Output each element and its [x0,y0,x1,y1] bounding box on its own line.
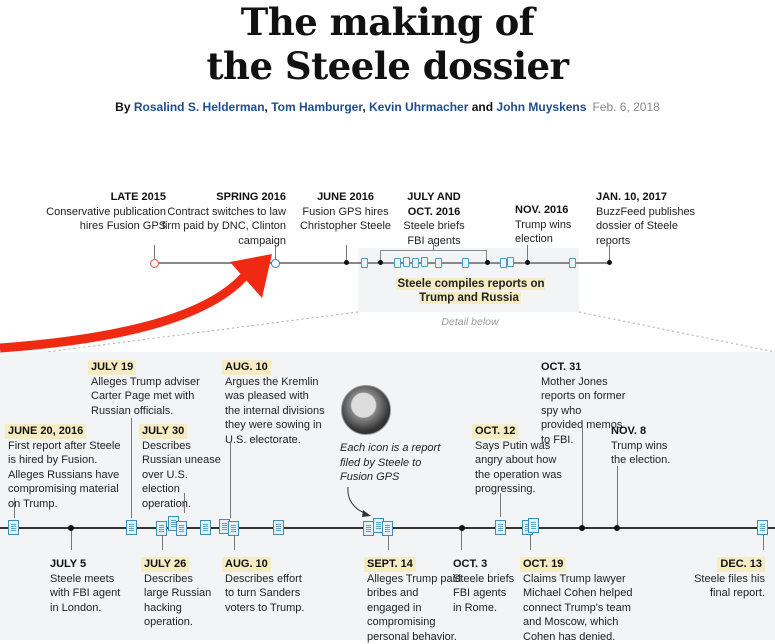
report-icon [500,258,507,268]
tick [154,245,155,259]
detail-event: JULY 26 Describes large Russian hacking o… [141,557,214,630]
detail-event: DEC. 13 Steele files his final report. [694,557,765,599]
detail-event: JUNE 20, 2016 First report after Steele i… [5,424,123,511]
report-icon [200,520,211,535]
report-icon [361,258,368,268]
event-marker-spring-2016 [271,259,280,268]
detail-event: OCT. 31 Mother Jones reports on former sp… [541,361,626,446]
detail-event: OCT. 3 Steele briefs FBI agents in Rome. [453,558,515,614]
note-arrow-icon [347,486,371,517]
report-icon [126,520,137,535]
report-icon [421,257,428,267]
event-dot [68,525,74,531]
red-arrow-icon [0,254,272,353]
event-dot [579,525,585,531]
page-title-line2: the Steele dossier [206,44,569,88]
event-dot [525,260,530,265]
report-icon [382,521,393,536]
tick [71,530,72,550]
event-dot [459,525,465,531]
report-icon [156,521,167,536]
tick [433,243,434,250]
detail-event: JULY 19 Alleges Trump adviser Carter Page… [88,360,201,418]
tick [131,418,132,518]
event-marker-late-2015 [150,259,159,268]
detail-event: SEPT. 14 Alleges Trump paid bribes and en… [364,557,462,644]
event-dot [378,260,383,265]
overview-event: NOV. 2016 Trump wins election [515,204,572,245]
bracket [380,250,487,262]
tick [275,245,276,259]
tick [530,535,531,550]
overview-event: JULY AND OCT. 2016 Steele briefs FBI agen… [403,191,465,247]
tick [461,530,462,550]
detail-event: OCT. 19 Claims Trump lawyer Michael Cohen… [520,557,633,644]
detail-event: JULY 5 Steele meets with FBI agent in Lon… [50,558,121,614]
report-icon [228,521,239,536]
author-link[interactable]: Kevin Uhrmacher [369,100,469,114]
overview-event: JAN. 10, 2017 BuzzFeed publishes dossier … [596,191,696,247]
report-icon [462,258,469,268]
event-dot [607,260,612,265]
event-dot [485,260,490,265]
tick [230,443,231,518]
tick [14,498,15,518]
overview-event: SPRING 2016 Contract switches to law firm… [161,191,286,247]
tick [617,466,618,528]
tick [763,535,764,550]
detail-event: JULY 30 Describes Russian unease over U.S… [139,424,227,511]
publish-date: Feb. 6, 2018 [592,100,660,114]
steele-photo [341,385,391,435]
report-icon [507,257,514,267]
byline: By Rosalind S. Helderman, Tom Hamburger,… [115,100,660,114]
tick [527,245,528,263]
report-icon [757,520,768,535]
author-link[interactable]: John Muyskens [496,100,587,114]
report-icon [394,258,401,268]
tick [500,493,501,517]
page-title: The making of [240,0,535,44]
detail-event: AUG. 10 Describes effort to turn Sanders … [222,557,305,615]
report-icon [176,521,187,536]
detail-event: OCT. 12 Says Putin was angry about how th… [472,424,565,497]
overview-event: LATE 2015 Conservative publication hires … [46,191,166,232]
event-dot [614,525,620,531]
report-icon [569,258,576,268]
report-icon [435,258,442,268]
tick [388,535,389,550]
overview-event: JUNE 2016 Fusion GPS hires Christopher St… [299,191,392,232]
compiles-label: Steele compiles reports on Trump and Rus… [395,278,545,304]
report-icon [273,520,284,535]
report-icon [412,258,419,268]
author-link[interactable]: Tom Hamburger [271,100,363,114]
report-icon [8,520,19,535]
detail-below-label: Detail below [441,316,499,328]
tick [582,428,583,528]
event-dot [344,260,349,265]
detail-event: NOV. 8 Trump wins the election. [611,425,671,466]
tick [162,535,163,550]
icon-legend-note: Each icon is a report filed by Steele to… [340,442,441,483]
report-icon [495,520,506,535]
tick [609,245,610,263]
zoom-guide-lines [0,311,775,359]
report-icon [528,518,539,533]
detail-event: AUG. 10 Argues the Kremlin was pleased wi… [222,360,325,447]
report-icon [403,257,410,267]
tick [184,493,185,513]
tick [346,245,347,263]
author-link[interactable]: Rosalind S. Helderman [133,100,265,114]
tick [234,535,235,550]
